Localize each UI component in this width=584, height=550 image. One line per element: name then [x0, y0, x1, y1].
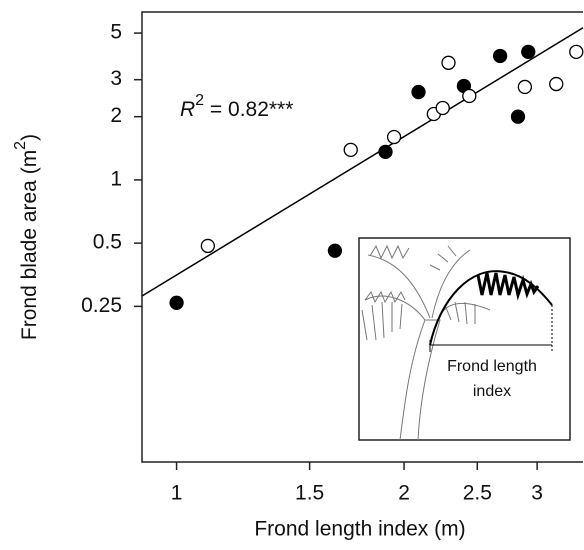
annotation-r: R [180, 98, 195, 121]
point [510, 109, 526, 124]
point [462, 88, 477, 104]
y-label-end: ) [18, 134, 41, 141]
point [492, 48, 508, 64]
x-tick-label: 3 [531, 482, 543, 505]
y-tick-label: 3 [110, 67, 122, 90]
x-tick-label: 1.5 [295, 482, 324, 505]
point [378, 144, 393, 160]
y-tick-label: 0.5 [93, 231, 122, 254]
point [569, 44, 584, 60]
point [435, 100, 450, 116]
point [169, 295, 184, 310]
point [521, 44, 536, 60]
y-axis-label: Frond blade area (m2) [12, 134, 40, 340]
fit-line [141, 27, 584, 297]
annotation-sup: 2 [195, 92, 204, 109]
y-label-text: Frond blade area (m [18, 150, 41, 340]
x-tick-label: 2.5 [463, 482, 492, 505]
x-axis-label: Frond length index (m) [254, 518, 465, 541]
point [386, 129, 402, 145]
x-tick-label: 1 [171, 482, 183, 505]
y-tick-label: 2 [110, 104, 122, 127]
inset-label: index [473, 383, 511, 400]
annotation: R2 = 0.82*** [180, 92, 293, 120]
point [327, 243, 343, 258]
x-tick-label: 2 [398, 482, 410, 505]
fern-sketch [361, 244, 491, 441]
annotation-rest: = 0.82*** [204, 98, 293, 121]
point [411, 84, 426, 100]
y-tick-label: 1 [110, 167, 122, 190]
point [200, 238, 216, 254]
y-tick-label: 5 [110, 21, 122, 44]
inset-label: Frond length [447, 358, 537, 375]
y-tick-label: 0.25 [81, 294, 122, 317]
inset: Frond length index [358, 237, 571, 441]
inset-frame [358, 237, 571, 441]
frond-leaflets [476, 272, 540, 301]
axes-frame [141, 11, 583, 463]
point [517, 79, 533, 95]
point [441, 55, 456, 70]
y-label-sup: 2 [12, 141, 29, 150]
point [549, 76, 564, 92]
point [343, 142, 358, 158]
